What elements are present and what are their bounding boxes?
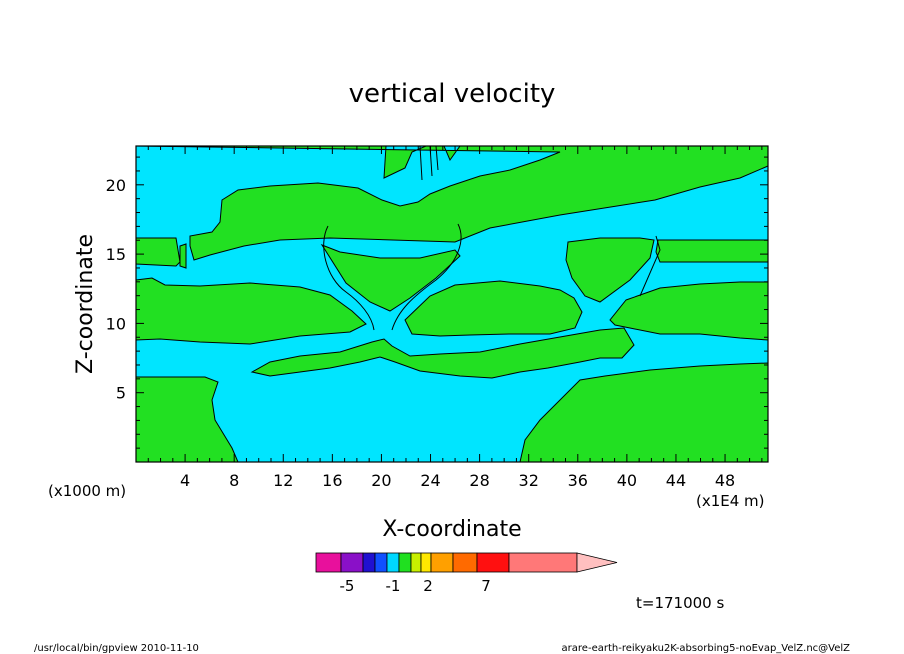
colorbar-swatch: [420, 552, 432, 573]
x-tick-label-48: 48: [715, 471, 735, 490]
colorbar-swatch: [374, 552, 388, 573]
plot-frame: [135, 145, 769, 463]
contour-arc-right-bowl: [639, 235, 661, 297]
colorbar-swatch: [452, 552, 478, 573]
region-central-bowl: [320, 243, 461, 312]
plot-area: [135, 145, 769, 463]
positive-velocity-regions: [135, 145, 769, 463]
region-right-bowl: [565, 237, 655, 303]
colorbar-arrow: [576, 552, 618, 573]
colorbar-swatch: [410, 552, 422, 573]
x-tick-label-28: 28: [469, 471, 489, 490]
x-tick-label-44: 44: [666, 471, 686, 490]
zero-contour-arcs: [323, 145, 661, 331]
region-left-band-top: [135, 237, 181, 267]
colorbar-swatch: [340, 552, 364, 573]
time-label: t=171000 s: [636, 594, 724, 612]
colorbar-tick-label--5: -5: [340, 577, 355, 595]
x-tick-label-24: 24: [420, 471, 440, 490]
footer-left: /usr/local/bin/gpview 2010-11-10: [34, 643, 199, 654]
colorbar-swatch: [476, 552, 510, 573]
region-center-mid-band: [404, 280, 583, 337]
region-lower-arc-band: [250, 327, 635, 379]
region-right-band-top: [655, 239, 769, 263]
y-tick-label-5: 5: [116, 384, 126, 403]
colorbar-tick-label--1: -1: [386, 577, 401, 595]
region-upper-layer: [135, 145, 769, 261]
chart-title: vertical velocity: [349, 79, 556, 109]
contour-arc-right: [391, 223, 462, 331]
x-tick-label-36: 36: [568, 471, 588, 490]
colorbar-swatch: [508, 552, 578, 573]
x-tick-label-16: 16: [322, 471, 342, 490]
colorbar-tick-label-7: 7: [481, 577, 491, 595]
colorbar-tick-labels: -5 -1 2 7: [340, 577, 491, 595]
colorbar-swatch: [386, 552, 400, 573]
colorbar-tick-label-2: 2: [423, 577, 433, 595]
x-tick-label-32: 32: [519, 471, 539, 490]
x-unit-right: (x1E4 m): [696, 492, 765, 510]
colorbar-swatch: [315, 552, 342, 573]
colorbar-swatch: [398, 552, 412, 573]
region-right-mid-band: [609, 281, 769, 341]
region-left-mid-band: [135, 277, 367, 345]
x-tick-label-12: 12: [273, 471, 293, 490]
footer-right: arare-earth-reikyaku2K-absorbing5-noEvap…: [562, 643, 851, 654]
region-left-sliver: [179, 243, 187, 269]
y-axis: 5 10 15 20: [106, 156, 768, 449]
x-axis-label: X-coordinate: [382, 517, 521, 542]
colorbar-swatch: [362, 552, 376, 573]
y-tick-label-20: 20: [106, 176, 126, 195]
y-tick-label-10: 10: [106, 314, 126, 333]
x-tick-label-20: 20: [371, 471, 391, 490]
x-tick-label-8: 8: [229, 471, 239, 490]
y-axis-label: Z-coordinate: [73, 234, 98, 374]
colorbar-swatch: [430, 552, 454, 573]
colorbar: [315, 552, 618, 573]
contour-arc-left: [323, 225, 375, 331]
x-tick-label-4: 4: [180, 471, 190, 490]
x-tick-label-40: 40: [617, 471, 637, 490]
x-unit-left: (x1000 m): [48, 482, 126, 500]
x-axis: 4 8 12 16 20 24 28 32 36 40 44 48: [147, 146, 763, 490]
y-tick-label-15: 15: [106, 245, 126, 264]
